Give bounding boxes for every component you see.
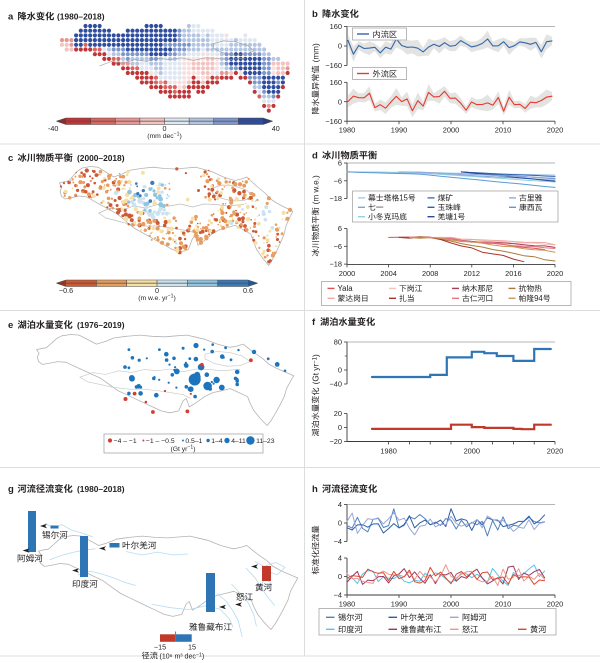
svg-text:0: 0: [338, 42, 342, 51]
svg-text:−20: −20: [329, 437, 342, 446]
svg-text:11–23: 11–23: [256, 438, 275, 445]
svg-text:-40: -40: [48, 124, 58, 133]
svg-text:g: g: [8, 484, 14, 495]
svg-text:6: 6: [338, 224, 342, 233]
svg-text:0.6: 0.6: [243, 286, 253, 295]
svg-text:(1976–2019): (1976–2019): [77, 320, 125, 330]
svg-text:0: 0: [338, 366, 342, 375]
svg-text:0: 0: [338, 97, 342, 106]
svg-text:2010: 2010: [495, 126, 511, 135]
svg-text:2012: 2012: [464, 269, 480, 278]
svg-text:2020: 2020: [547, 600, 563, 609]
svg-text:15: 15: [399, 194, 408, 203]
svg-text:160: 160: [330, 78, 342, 87]
svg-text:0: 0: [338, 423, 342, 432]
svg-text:6: 6: [338, 159, 342, 168]
svg-text:2008: 2008: [422, 269, 438, 278]
svg-text:c: c: [8, 153, 13, 164]
svg-text:0: 0: [338, 519, 342, 528]
svg-text:−15: −15: [154, 643, 166, 652]
svg-text:−1 – −0.5: −1 – −0.5: [146, 438, 175, 445]
svg-text:−160: −160: [325, 117, 342, 126]
svg-text:1: 1: [453, 213, 457, 222]
svg-text:0: 0: [155, 286, 159, 295]
svg-text:−160: −160: [325, 61, 342, 70]
svg-text:Yala: Yala: [338, 284, 354, 293]
svg-text:2000: 2000: [443, 600, 459, 609]
svg-text:2020: 2020: [547, 126, 563, 135]
svg-text:2004: 2004: [380, 269, 396, 278]
svg-text:2000: 2000: [443, 126, 459, 135]
svg-text:(1980–2018): (1980–2018): [57, 12, 105, 22]
svg-text:e: e: [8, 320, 13, 331]
svg-text:−0.6: −0.6: [59, 286, 73, 295]
svg-text:1–4: 1–4: [211, 438, 223, 445]
svg-text:2000: 2000: [339, 269, 355, 278]
svg-text:1980: 1980: [339, 126, 355, 135]
svg-text:−40: −40: [329, 380, 342, 389]
svg-text:160: 160: [330, 22, 342, 31]
svg-text:94: 94: [534, 294, 543, 303]
svg-text:f: f: [312, 317, 316, 328]
svg-text:(Gt yr−1): (Gt yr−1): [311, 354, 320, 384]
svg-text:(2000–2018): (2000–2018): [77, 153, 125, 163]
svg-text:(10⁶ m³ dec−1): (10⁶ m³ dec−1): [160, 652, 205, 660]
svg-text:2000: 2000: [464, 447, 480, 456]
svg-text:−18: −18: [329, 194, 342, 203]
svg-text:1990: 1990: [391, 126, 407, 135]
svg-text:−4: −4: [334, 591, 342, 600]
svg-text:(Gt yr−1): (Gt yr−1): [170, 445, 195, 453]
svg-text:2010: 2010: [495, 600, 511, 609]
svg-text:15: 15: [188, 643, 196, 652]
svg-text:4: 4: [338, 500, 342, 509]
svg-text:80: 80: [334, 338, 342, 347]
svg-text:d: d: [312, 151, 318, 162]
svg-text:−6: −6: [334, 242, 342, 251]
svg-text:40: 40: [272, 124, 280, 133]
svg-text:4: 4: [338, 554, 342, 563]
svg-text:2020: 2020: [547, 269, 563, 278]
svg-text:(m w.e.): (m w.e.): [312, 175, 321, 204]
svg-text:0: 0: [338, 572, 342, 581]
svg-text:(mm dec−1): (mm dec−1): [147, 132, 182, 140]
svg-text:(m w.e. yr−1): (m w.e. yr−1): [138, 294, 176, 302]
svg-text:20: 20: [334, 409, 342, 418]
svg-text:0.5–1: 0.5–1: [185, 438, 202, 445]
svg-text:4–11: 4–11: [231, 438, 246, 445]
svg-text:1980: 1980: [339, 600, 355, 609]
svg-text:(mm): (mm): [312, 43, 321, 62]
svg-text:0: 0: [163, 124, 167, 133]
svg-text:−4: −4: [334, 537, 342, 546]
svg-text:1980: 1980: [380, 447, 396, 456]
svg-text:−4 – −1: −4 – −1: [114, 438, 137, 445]
svg-text:1990: 1990: [391, 600, 407, 609]
svg-text:2016: 2016: [505, 269, 521, 278]
svg-text:(1980–2018): (1980–2018): [77, 484, 125, 494]
svg-text:−18: −18: [329, 260, 342, 269]
svg-text:2020: 2020: [547, 447, 563, 456]
svg-text:−6: −6: [334, 176, 342, 185]
svg-text:a: a: [8, 12, 14, 23]
svg-text:b: b: [312, 9, 318, 20]
svg-text:h: h: [312, 484, 318, 495]
